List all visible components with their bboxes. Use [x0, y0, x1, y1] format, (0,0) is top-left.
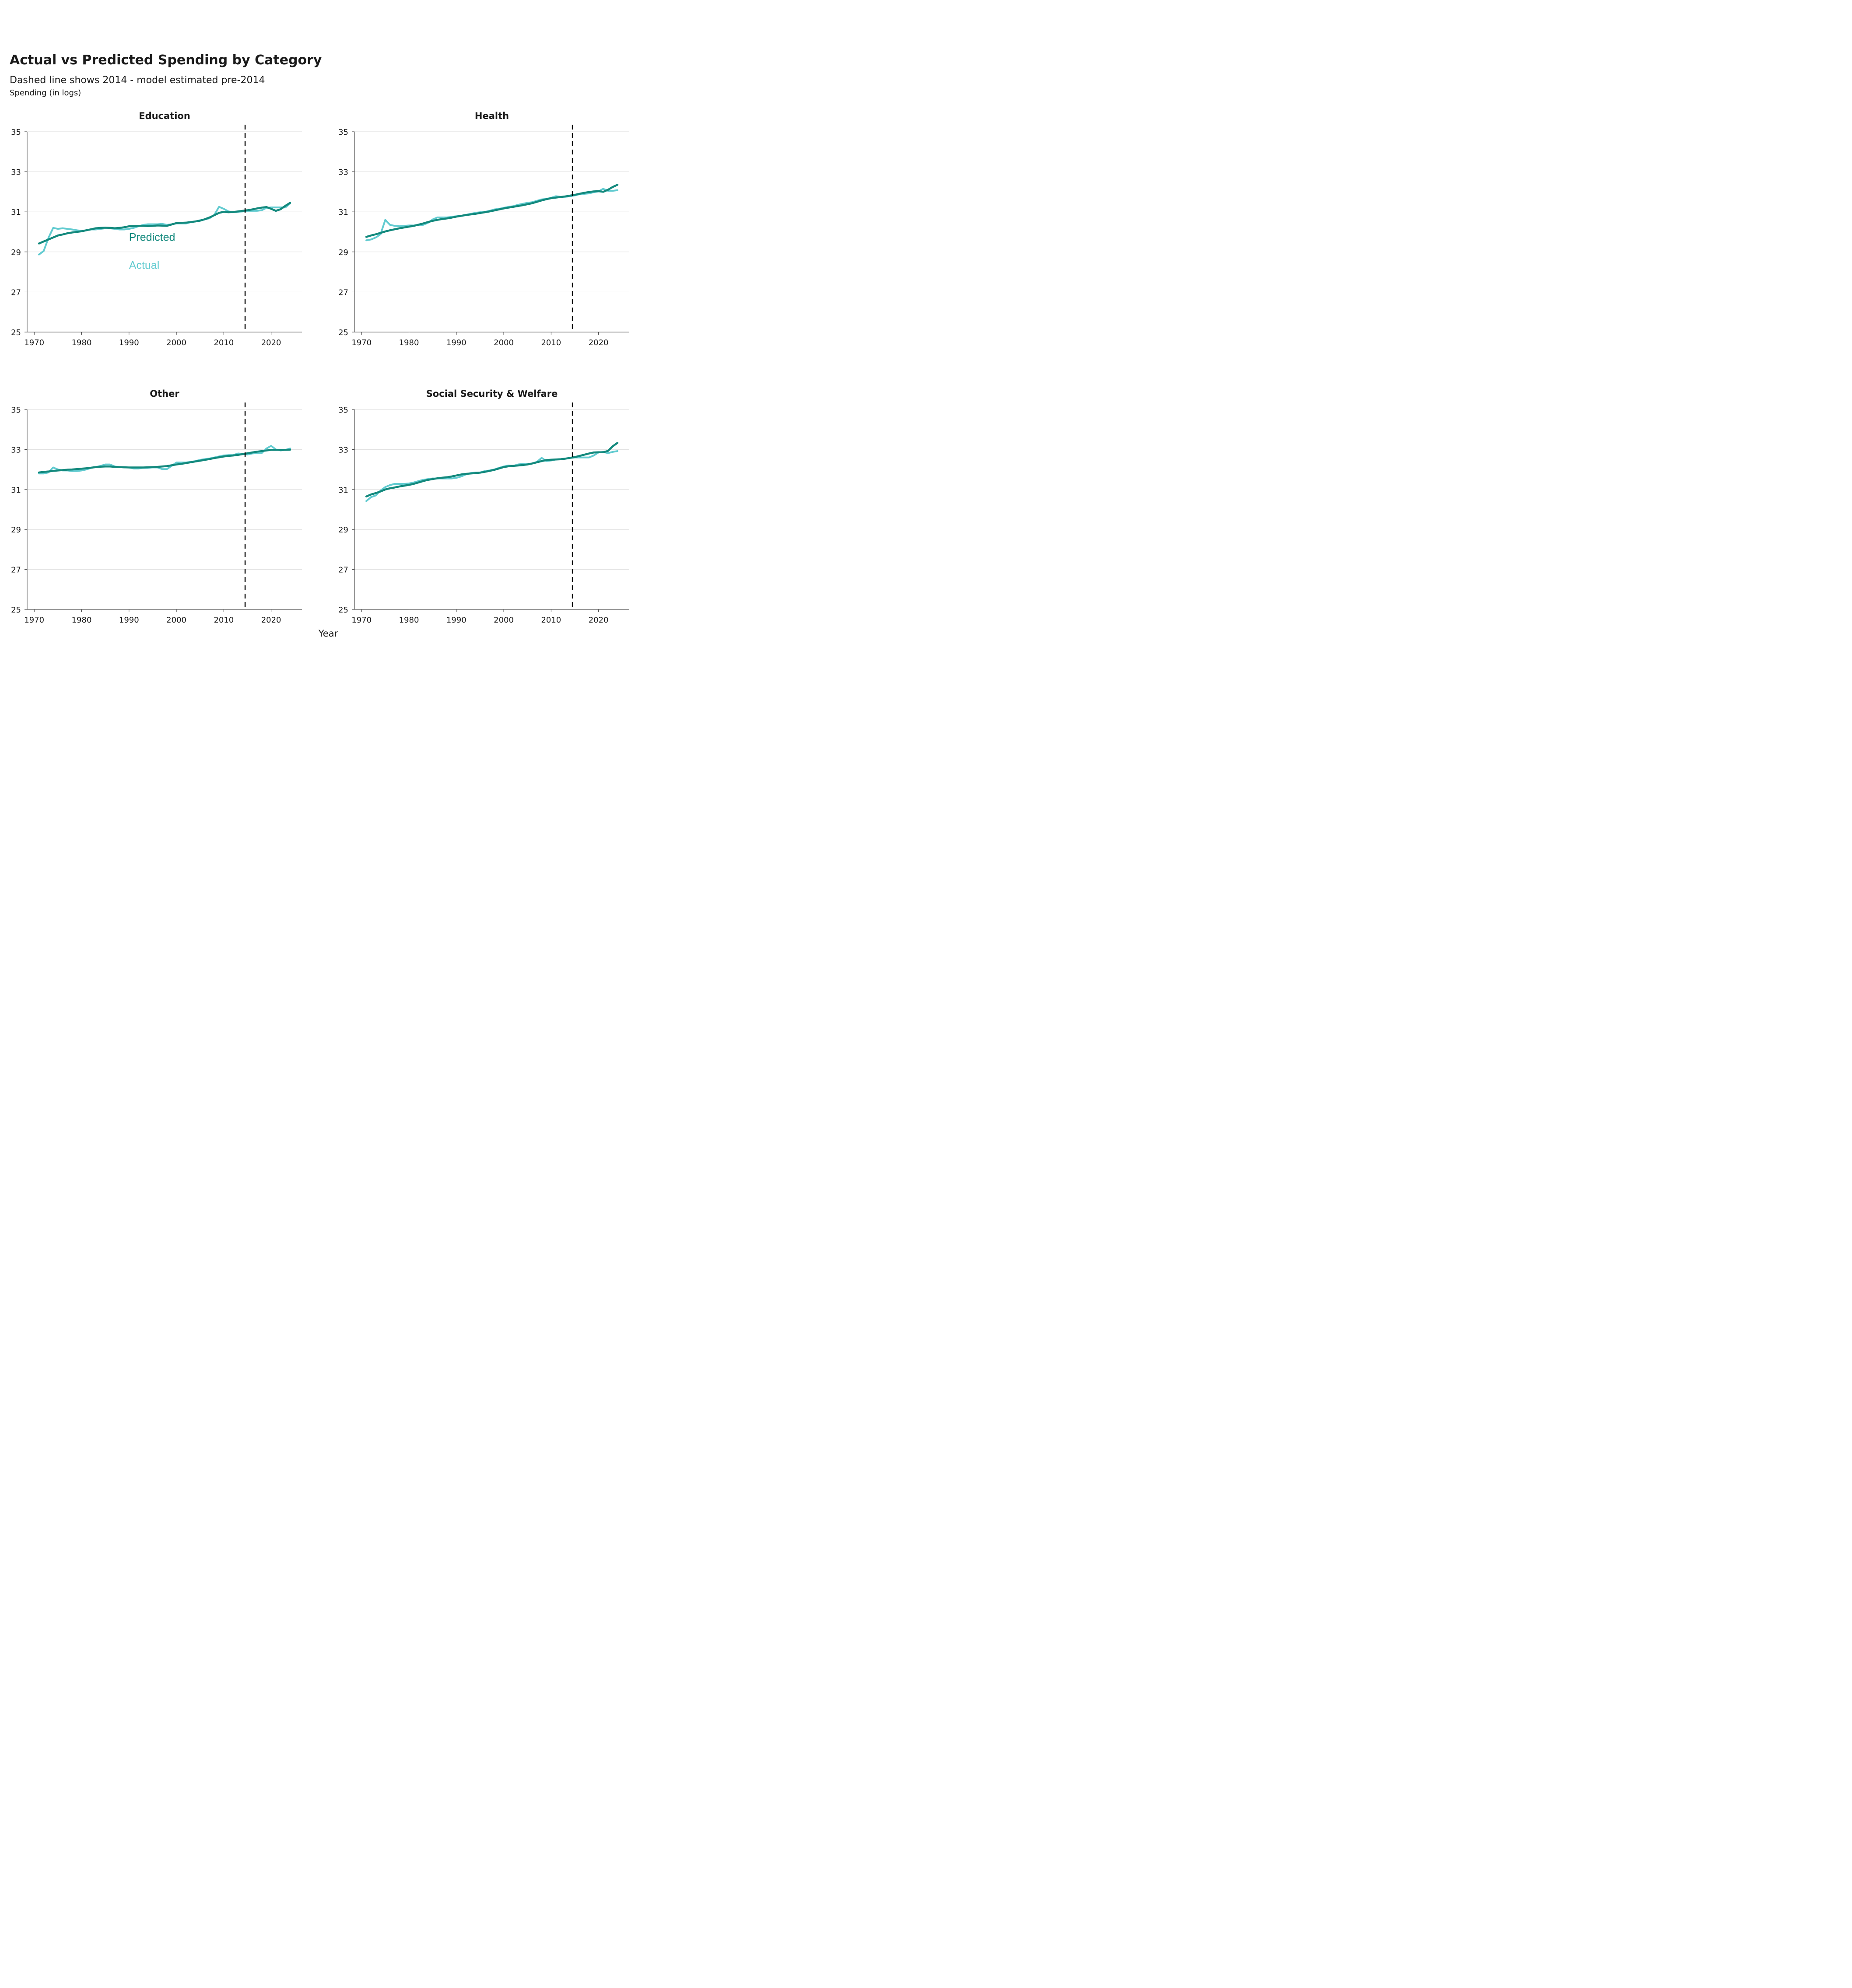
- x-tick-label: 2020: [261, 616, 281, 625]
- x-tick-label: 2010: [541, 616, 561, 625]
- y-tick-label: 33: [11, 445, 21, 455]
- x-tick-label: 2000: [494, 338, 514, 347]
- x-tick-label: 1970: [24, 616, 44, 625]
- y-tick-label: 33: [338, 445, 348, 455]
- y-tick-label: 33: [338, 168, 348, 177]
- y-tick-label: 27: [11, 288, 21, 297]
- y-tick-label: 31: [338, 208, 348, 217]
- y-tick-label: 25: [11, 328, 21, 337]
- legend-label-predicted: Predicted: [129, 231, 175, 244]
- x-tick-label: 1970: [351, 616, 372, 625]
- chart-title: Actual vs Predicted Spending by Category: [10, 52, 322, 68]
- x-tick-label: 2010: [214, 616, 234, 625]
- y-tick-label: 33: [11, 168, 21, 177]
- panel-1: Health 25 27 29 31 33 35 1970 1980 1990 2000 2010 20…: [338, 111, 629, 347]
- y-tick-label: 25: [338, 606, 348, 615]
- x-tick-label: 1980: [72, 338, 92, 347]
- x-tick-label: 1990: [119, 338, 139, 347]
- y-tick-label: 29: [11, 248, 21, 257]
- y-tick-label: 35: [338, 128, 348, 137]
- y-axis-label: Spending (in logs): [10, 88, 81, 98]
- series-line-predicted: [38, 202, 291, 245]
- x-tick-label: 1970: [24, 338, 44, 347]
- series-line-actual: [38, 202, 291, 256]
- chart-figure: Actual vs Predicted Spending by Category…: [10, 52, 629, 639]
- y-tick-label: 35: [338, 406, 348, 415]
- series-line-predicted: [365, 442, 619, 498]
- y-tick-label: 31: [11, 208, 21, 217]
- y-tick-label: 25: [338, 328, 348, 337]
- y-tick-label: 27: [338, 288, 348, 297]
- panel-title: Health: [475, 111, 509, 121]
- panels: Education 25 27 29 31 33 35 1970 1980 1990 2000 201…: [11, 111, 629, 625]
- panel-0: Education 25 27 29 31 33 35 1970 1980 1990 2000 201…: [11, 111, 302, 347]
- y-tick-label: 35: [11, 406, 21, 415]
- y-tick-label: 35: [11, 128, 21, 137]
- x-tick-label: 2000: [166, 338, 186, 347]
- y-tick-label: 29: [11, 525, 21, 535]
- y-tick-label: 27: [11, 566, 21, 575]
- y-tick-label: 29: [338, 248, 348, 257]
- y-tick-label: 31: [11, 486, 21, 495]
- x-tick-label: 1990: [119, 616, 139, 625]
- x-tick-label: 2010: [541, 338, 561, 347]
- x-tick-label: 2020: [589, 338, 609, 347]
- x-axis-label: Year: [318, 628, 338, 639]
- panel-title: Social Security & Welfare: [426, 388, 558, 399]
- series-line-actual: [365, 450, 618, 502]
- x-tick-label: 2010: [214, 338, 234, 347]
- series-line-actual: [365, 188, 618, 242]
- x-tick-label: 2020: [589, 616, 609, 625]
- series-line-actual: [38, 445, 291, 475]
- x-tick-label: 1980: [72, 616, 92, 625]
- panel-2: Other 25 27 29 31 33 35 1970 1980 1990 2000 2010 202…: [11, 388, 302, 625]
- x-tick-label: 1980: [399, 616, 419, 625]
- panel-title: Education: [139, 111, 190, 121]
- y-tick-label: 25: [11, 606, 21, 615]
- panel-title: Other: [150, 388, 179, 399]
- series-line-predicted: [365, 184, 619, 238]
- y-tick-label: 29: [338, 525, 348, 535]
- x-tick-label: 1990: [446, 616, 467, 625]
- series-line-predicted: [38, 448, 291, 474]
- y-tick-label: 27: [338, 566, 348, 575]
- chart-subtitle: Dashed line shows 2014 - model estimated…: [10, 75, 265, 86]
- x-tick-label: 2000: [166, 616, 186, 625]
- x-tick-label: 2020: [261, 338, 281, 347]
- x-tick-label: 1970: [351, 338, 372, 347]
- x-tick-label: 1980: [399, 338, 419, 347]
- legend-label-actual: Actual: [129, 259, 159, 272]
- x-tick-label: 2000: [494, 616, 514, 625]
- panel-3: Social Security & Welfare 25 27 29 31 33 35 197…: [338, 388, 629, 625]
- x-tick-label: 1990: [446, 338, 467, 347]
- y-tick-label: 31: [338, 486, 348, 495]
